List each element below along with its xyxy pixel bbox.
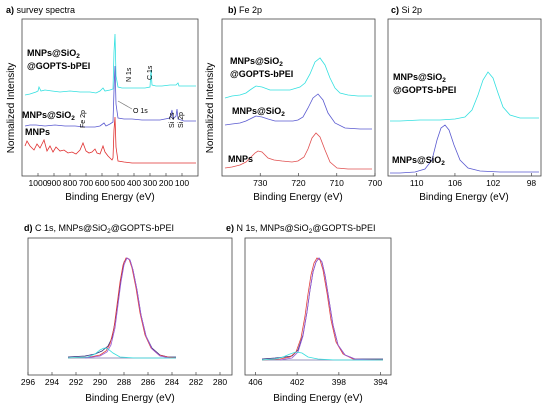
panel-b: b) Fe 2p Normalized Intensity 730 720 710 7… (205, 5, 382, 203)
series-e-minor-fit (261, 351, 383, 361)
annotation-si2p: Si 2p (178, 112, 185, 128)
panel-a-ylabel: Normalized Intensity (6, 63, 17, 154)
x-tick-label: 280 (213, 377, 227, 387)
x-tick-label: 500 (111, 178, 125, 188)
annotation-fe2p: Fe 2p (80, 110, 87, 128)
x-tick-label: 600 (95, 178, 109, 188)
panel-b-label: b) (228, 5, 237, 15)
annotation-o1s: O 1s (133, 108, 148, 115)
panel-c-xlabel: Binding Energy (eV) (419, 192, 509, 203)
panel-b-frame (221, 18, 376, 177)
x-tick-label: 398 (332, 377, 346, 387)
series-a-sio2 (24, 65, 196, 128)
panel-c-label-sio2: MNPs@SiO2 (392, 155, 445, 167)
panel-b-label-bpei-2: @GOPTS-bPEI (230, 69, 293, 79)
series-b-mnps (224, 132, 372, 170)
panel-a-label-mnps: MNPs (25, 127, 50, 137)
svg-text:c) Si 2p: c) Si 2p (391, 5, 422, 15)
panel-e-xlabel: Binding Energy (eV) (273, 393, 363, 404)
panel-c-label-bpei-2: @GOPTS-bPEI (393, 85, 456, 95)
x-tick-label: 100 (175, 178, 189, 188)
series-e-raw (261, 257, 383, 360)
x-tick-label: 98 (527, 178, 537, 188)
panel-d-title-a: C 1s, MNPs@SiO (35, 223, 107, 233)
svg-text:a) survey spectra: a) survey spectra (6, 5, 75, 15)
series-c-sio2 (390, 124, 539, 174)
x-tick-label: 292 (69, 377, 83, 387)
x-tick-label: 200 (159, 178, 173, 188)
x-tick-label: 394 (373, 377, 387, 387)
panel-a-xlabel: Binding Energy (eV) (65, 192, 155, 203)
panel-e-label: e) (226, 223, 234, 233)
panel-d-label: d) (24, 223, 33, 233)
panel-b-label-bpei-1: MNPs@SiO2 (230, 56, 283, 68)
x-tick-label: 406 (248, 377, 262, 387)
series-d-minor-fit (67, 347, 176, 359)
x-tick-label: 1000 (29, 178, 48, 188)
x-tick-label: 710 (330, 178, 344, 188)
panel-a-label-sio2: MNPs@SiO2 (22, 110, 75, 122)
series-b-bpei (224, 57, 372, 99)
annotation-n1s: N 1s (126, 67, 133, 82)
panel-e: e) N 1s, MNPs@SiO2@GOPTS-bPEI 406 402 398 3… (226, 223, 392, 404)
panel-a-title: survey spectra (17, 5, 76, 15)
series-d-envelope (67, 257, 177, 359)
panel-b-label-sio2: MNPs@SiO2 (232, 106, 285, 118)
x-tick-label: 282 (189, 377, 203, 387)
x-tick-label: 720 (291, 178, 305, 188)
series-e-envelope (261, 257, 384, 361)
series-a-bpei (24, 33, 196, 96)
panel-a-label-bpei-1: MNPs@SiO2 (27, 48, 80, 60)
panel-c-title: Si 2p (402, 5, 423, 15)
panel-d-frame (27, 237, 233, 376)
series-e-main-fit (279, 257, 376, 361)
x-tick-label: 286 (141, 377, 155, 387)
panel-e-title-a: N 1s, MNPs@SiO (237, 223, 309, 233)
svg-text:b) Fe 2p: b) Fe 2p (228, 5, 262, 15)
x-tick-label: 294 (45, 377, 59, 387)
x-tick-label: 402 (290, 377, 304, 387)
x-tick-label: 102 (486, 178, 500, 188)
panel-a-frame (21, 18, 199, 177)
panel-d-xlabel: Binding Energy (eV) (85, 393, 175, 404)
panel-b-xlabel: Binding Energy (eV) (253, 192, 343, 203)
series-a-mnps (24, 116, 196, 164)
annotation-c1s: C 1s (147, 65, 154, 80)
x-tick-label: 300 (143, 178, 157, 188)
series-d-main-fit (84, 257, 171, 359)
x-tick-label: 290 (93, 377, 107, 387)
panel-a-label: a) (6, 5, 14, 15)
x-tick-label: 284 (165, 377, 179, 387)
x-tick-label: 288 (117, 377, 131, 387)
panel-b-title: Fe 2p (239, 5, 262, 15)
panel-b-ylabel: Normalized Intensity (205, 63, 216, 154)
x-tick-label: 700 (368, 178, 382, 188)
panel-d: d) C 1s, MNPs@SiO2@GOPTS-bPEI 296 294 292 2… (21, 223, 233, 404)
svg-text:d) C 1s, MNPs@SiO2@GOPTS-bPEI: d) C 1s, MNPs@SiO2@GOPTS-bPEI (24, 223, 174, 235)
svg-text:e) N 1s, MNPs@SiO2@GOPTS-bPEI: e) N 1s, MNPs@SiO2@GOPTS-bPEI (226, 223, 375, 235)
x-tick-label: 296 (21, 377, 35, 387)
panel-e-frame (244, 237, 392, 376)
x-tick-label: 900 (47, 178, 61, 188)
x-tick-label: 400 (127, 178, 141, 188)
panel-a: a) survey spectra Normalized Intensity 1… (6, 5, 199, 203)
x-tick-label: 700 (79, 178, 93, 188)
annotation-o1s-arrow (117, 100, 133, 110)
panel-c: c) Si 2p 110 106 102 98 Binding Energy (eV)… (387, 5, 542, 203)
annotation-si2s: Si 2s (169, 112, 176, 128)
x-tick-label: 106 (448, 178, 462, 188)
panel-c-label-bpei-1: MNPs@SiO2 (393, 72, 446, 84)
x-tick-label: 730 (253, 178, 267, 188)
panel-a-label-bpei-2: @GOPTS-bPEI (27, 61, 90, 71)
panel-c-frame (387, 18, 542, 177)
series-c-bpei (390, 71, 539, 122)
panel-b-label-mnps: MNPs (228, 154, 253, 164)
series-b-sio2 (224, 93, 372, 130)
x-tick-label: 110 (410, 178, 424, 188)
x-tick-label: 800 (63, 178, 77, 188)
panel-c-label: c) (391, 5, 399, 15)
